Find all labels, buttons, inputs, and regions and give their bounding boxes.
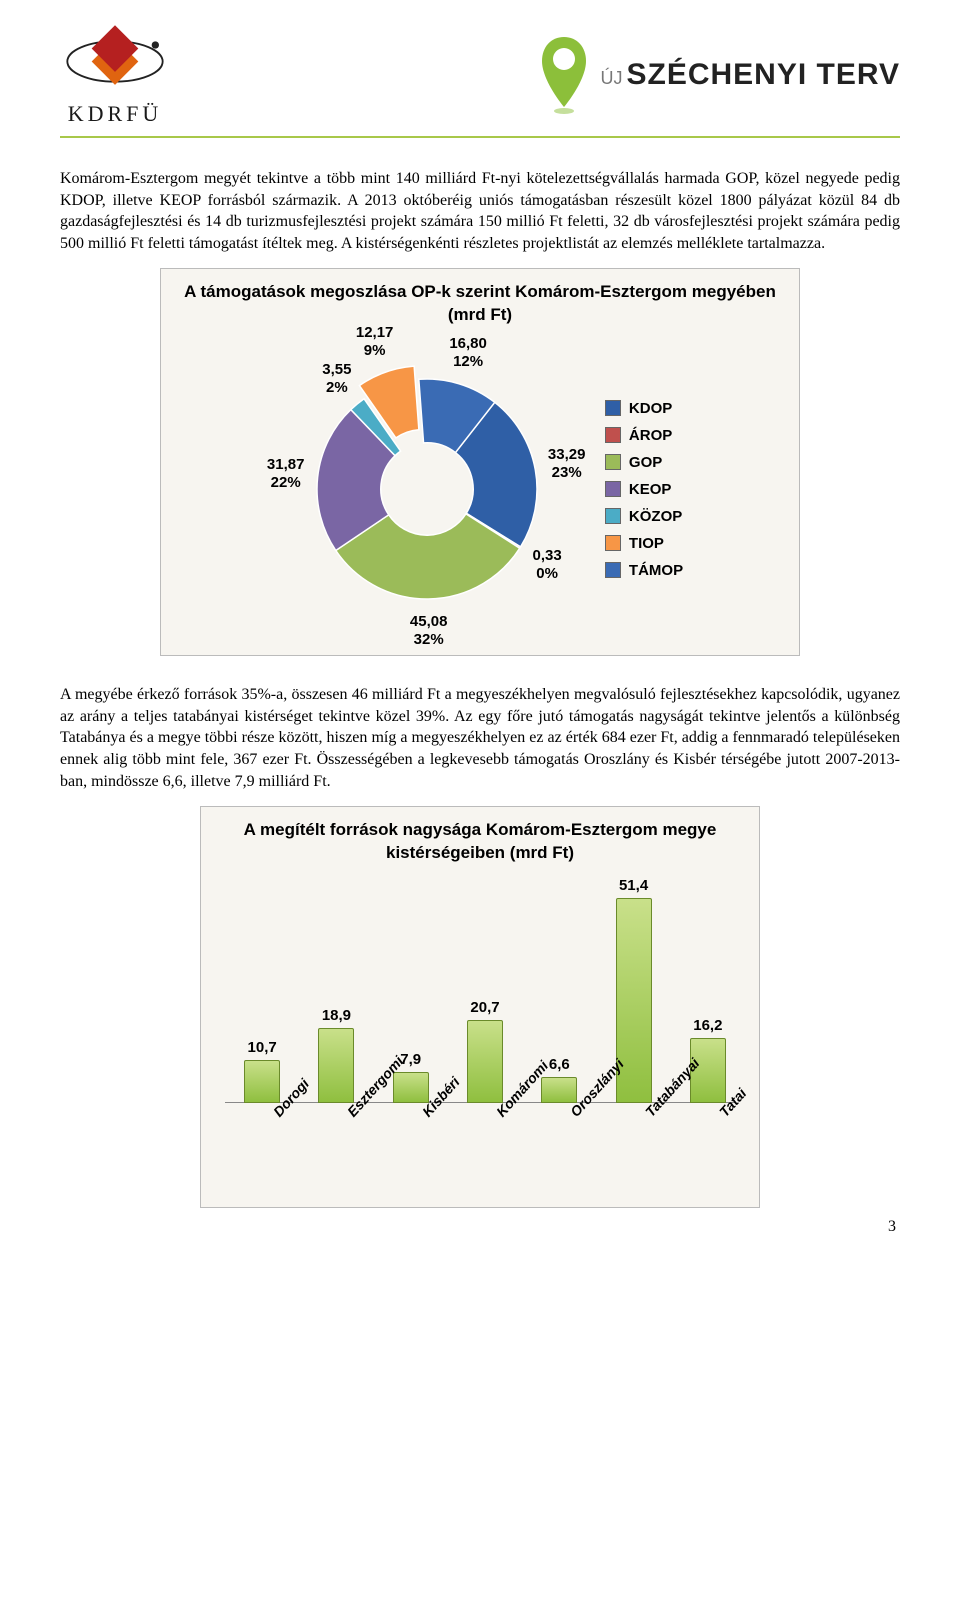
legend-közop: KÖZOP — [605, 508, 683, 525]
legend-label: GOP — [629, 454, 662, 471]
legend-swatch — [605, 508, 621, 524]
page-number: 3 — [60, 1218, 900, 1236]
bar-value-label: 6,6 — [549, 1056, 570, 1073]
logo-szechenyi-text: ÚJ SZÉCHENYI TERV — [601, 58, 901, 92]
pie-label-tiop: 12,179% — [356, 324, 394, 360]
pie-legend: KDOP ÁROP GOP KEOP KÖZOP TIOP TÁMOP — [605, 400, 683, 579]
pie-chart-title: A támogatások megoszlása OP-k szerint Ko… — [175, 281, 785, 327]
bar-value-label: 16,2 — [693, 1017, 722, 1034]
legend-swatch — [605, 481, 621, 497]
bar-kisbéri — [393, 1072, 429, 1104]
legend-label: TÁMOP — [629, 562, 683, 579]
pie-chart: 33,2923%0,330%45,0832%31,8722%3,552%12,1… — [277, 339, 577, 639]
logo-kdrfu-text: KDRFÜ — [68, 101, 163, 127]
pie-label-keop: 31,8722% — [267, 456, 305, 492]
logo-kdrfu: KDRFÜ — [60, 24, 170, 127]
bar-dorogi — [244, 1060, 280, 1103]
bar-x-labels: DorogiEsztergomiKisbériKomáromiOroszlány… — [225, 1103, 735, 1203]
kdrfu-icon — [60, 24, 170, 99]
legend-keop: KEOP — [605, 481, 683, 498]
legend-swatch — [605, 562, 621, 578]
legend-swatch — [605, 400, 621, 416]
legend-label: KDOP — [629, 400, 672, 417]
legend-swatch — [605, 454, 621, 470]
bar-value-label: 51,4 — [619, 877, 648, 894]
pie-label-közop: 3,552% — [322, 361, 351, 397]
logo-szechenyi: ÚJ SZÉCHENYI TERV — [537, 35, 901, 115]
legend-label: KEOP — [629, 481, 672, 498]
bar-chart-title: A megítélt források nagysága Komárom-Esz… — [215, 819, 745, 865]
legend-gop: GOP — [605, 454, 683, 471]
legend-árop: ÁROP — [605, 427, 683, 444]
bar-value-label: 20,7 — [470, 999, 499, 1016]
paragraph-1: Komárom-Esztergom megyét tekintve a több… — [60, 168, 900, 254]
bar-value-label: 10,7 — [248, 1039, 277, 1056]
pie-label-támop: 16,8012% — [449, 335, 487, 371]
bar-esztergomi — [318, 1028, 354, 1104]
legend-label: ÁROP — [629, 427, 672, 444]
bar-oroszlányi — [541, 1077, 577, 1103]
bar-chart: 10,718,97,920,76,651,416,2 — [225, 883, 735, 1103]
legend-kdop: KDOP — [605, 400, 683, 417]
legend-swatch — [605, 427, 621, 443]
paragraph-2: A megyébe érkező források 35%-a, összese… — [60, 684, 900, 792]
bar-chart-container: A megítélt források nagysága Komárom-Esz… — [200, 806, 760, 1208]
pie-label-gop: 45,0832% — [410, 613, 448, 649]
legend-label: TIOP — [629, 535, 664, 552]
legend-támop: TÁMOP — [605, 562, 683, 579]
pie-chart-container: A támogatások megoszlása OP-k szerint Ko… — [160, 268, 800, 656]
page-header: KDRFÜ ÚJ SZÉCHENYI TERV — [60, 20, 900, 130]
legend-label: KÖZOP — [629, 508, 682, 525]
header-divider — [60, 136, 900, 138]
legend-tiop: TIOP — [605, 535, 683, 552]
legend-swatch — [605, 535, 621, 551]
bar-komáromi — [467, 1020, 503, 1103]
bar-value-label: 18,9 — [322, 1007, 351, 1024]
szechenyi-pin-icon — [537, 35, 591, 115]
pie-label-kdop: 33,2923% — [548, 446, 586, 482]
pie-label-árop: 0,330% — [532, 547, 561, 583]
